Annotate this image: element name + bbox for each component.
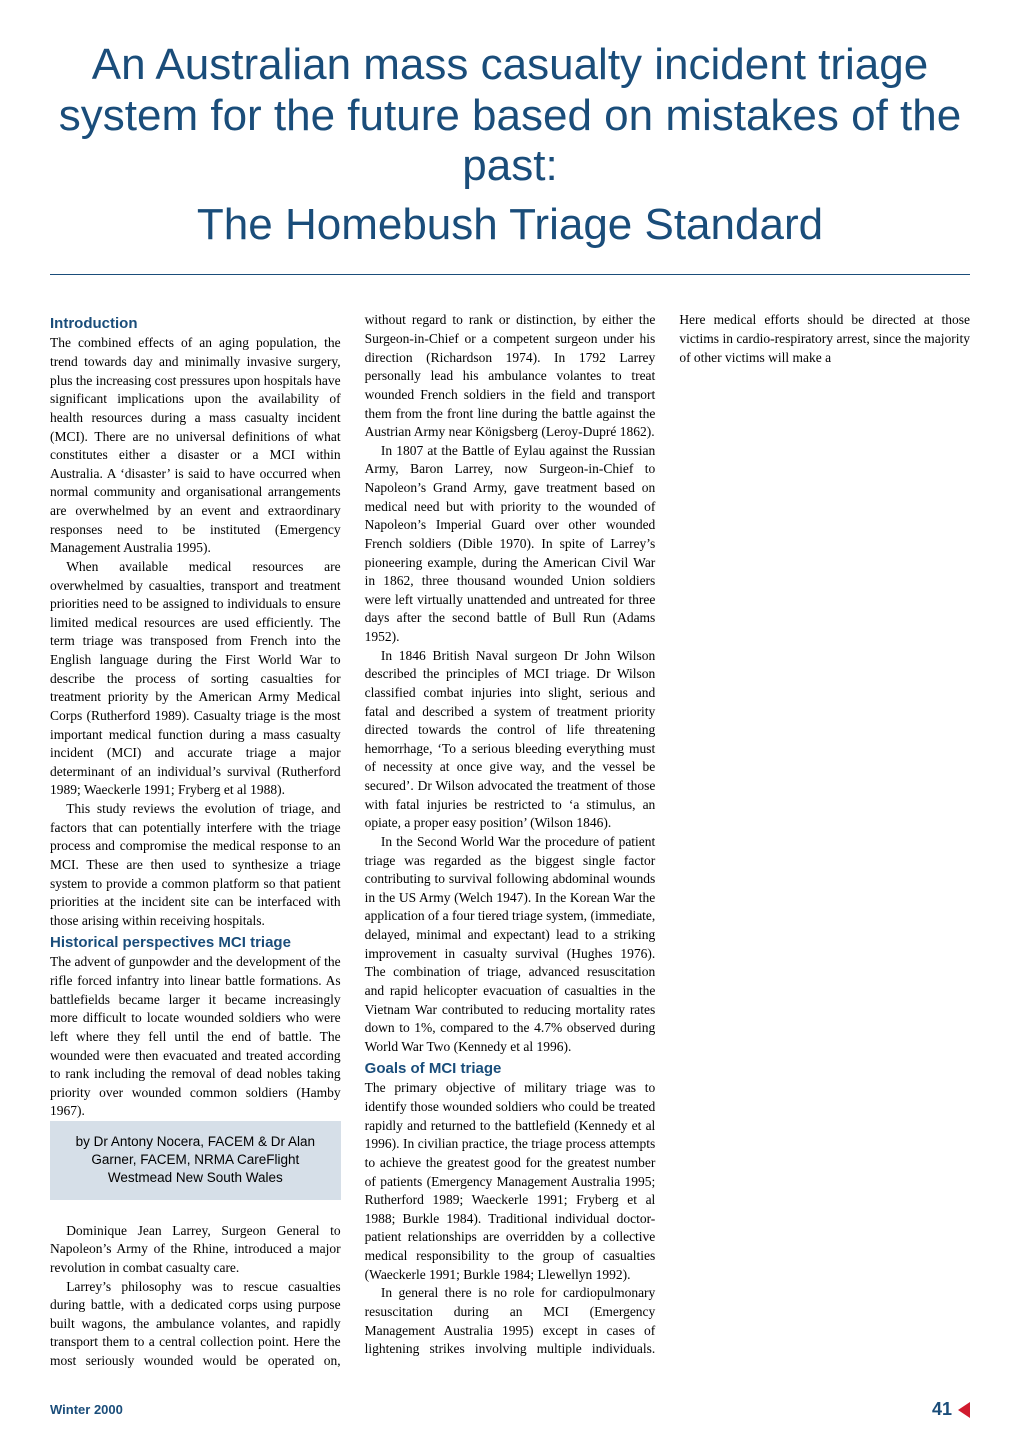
title-divider (50, 274, 970, 275)
byline-line: Garner, FACEM, NRMA CareFlight (70, 1151, 321, 1169)
section-heading-goals: Goals of MCI triage (365, 1060, 656, 1077)
page-footer: Winter 2000 41 (50, 1399, 970, 1420)
page-marker-triangle-icon (958, 1402, 970, 1418)
byline-line: by Dr Antony Nocera, FACEM & Dr Alan (70, 1133, 321, 1151)
paragraph: Dominique Jean Larrey, Surgeon General t… (50, 1222, 341, 1278)
article-body-columns: Introduction The combined effects of an … (50, 311, 970, 1371)
article-title: An Australian mass casualty incident tri… (50, 40, 970, 192)
paragraph: In 1846 British Naval surgeon Dr John Wi… (365, 647, 656, 833)
paragraph: The combined effects of an aging populat… (50, 334, 341, 558)
paragraph: When available medical resources are ove… (50, 558, 341, 800)
paragraph: In 1807 at the Battle of Eylau against t… (365, 442, 656, 647)
section-heading-historical: Historical perspectives MCI triage (50, 934, 341, 951)
issue-label: Winter 2000 (50, 1402, 123, 1417)
paragraph: This study reviews the evolution of tria… (50, 800, 341, 930)
paragraph: The advent of gunpowder and the developm… (50, 953, 341, 1121)
section-heading-introduction: Introduction (50, 315, 341, 332)
byline-box: by Dr Antony Nocera, FACEM & Dr Alan Gar… (50, 1121, 341, 1200)
byline-line: Westmead New South Wales (70, 1169, 321, 1187)
paragraph: The primary objective of military triage… (365, 1079, 656, 1284)
paragraph: In the Second World War the procedure of… (365, 833, 656, 1057)
article-subtitle: The Homebush Triage Standard (50, 200, 970, 251)
page-number: 41 (932, 1399, 952, 1420)
